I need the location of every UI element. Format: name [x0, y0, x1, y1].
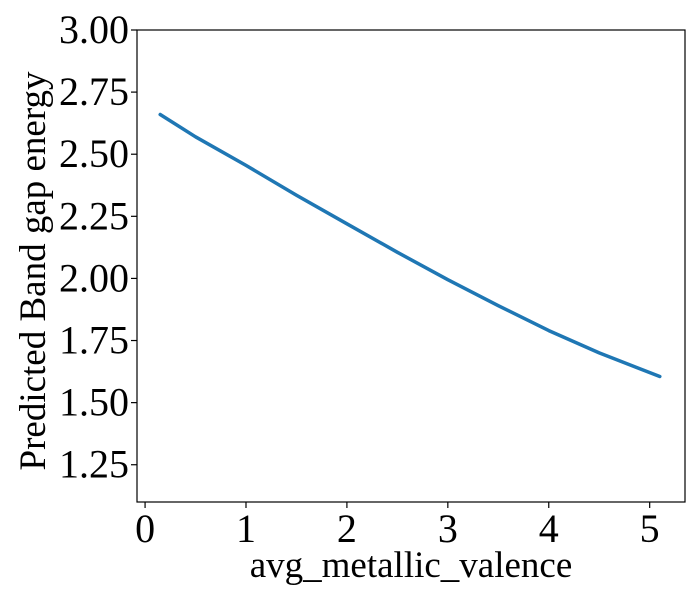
- x-tick-label: 0: [135, 506, 155, 551]
- x-tick-label: 4: [539, 506, 559, 551]
- y-tick-label: 1.75: [59, 318, 129, 363]
- x-axis-ticks: 0 1 2 3 4 5: [135, 502, 660, 551]
- x-tick-label: 2: [337, 506, 357, 551]
- x-tick-label: 3: [438, 506, 458, 551]
- plot-frame: [136, 29, 686, 503]
- x-axis-label: avg_metallic_valence: [250, 545, 573, 586]
- y-tick-label: 1.50: [59, 380, 129, 425]
- x-tick-label: 5: [640, 506, 660, 551]
- y-tick-label: 3.00: [59, 7, 129, 52]
- x-tick-label: 1: [236, 506, 256, 551]
- y-tick-label: 2.75: [59, 69, 129, 114]
- y-tick-label: 2.50: [59, 131, 129, 176]
- plot-area: [158, 112, 662, 379]
- y-tick-label: 2.00: [59, 255, 129, 300]
- y-tick-label: 1.25: [59, 442, 129, 487]
- y-axis-label: Predicted Band gap energy: [13, 71, 54, 470]
- series-line-0: [158, 112, 662, 379]
- y-tick-label: 2.25: [59, 193, 129, 238]
- y-axis-ticks: 1.25 1.50 1.75 2.00 2.25 2.50 2.75 3.00: [59, 7, 137, 487]
